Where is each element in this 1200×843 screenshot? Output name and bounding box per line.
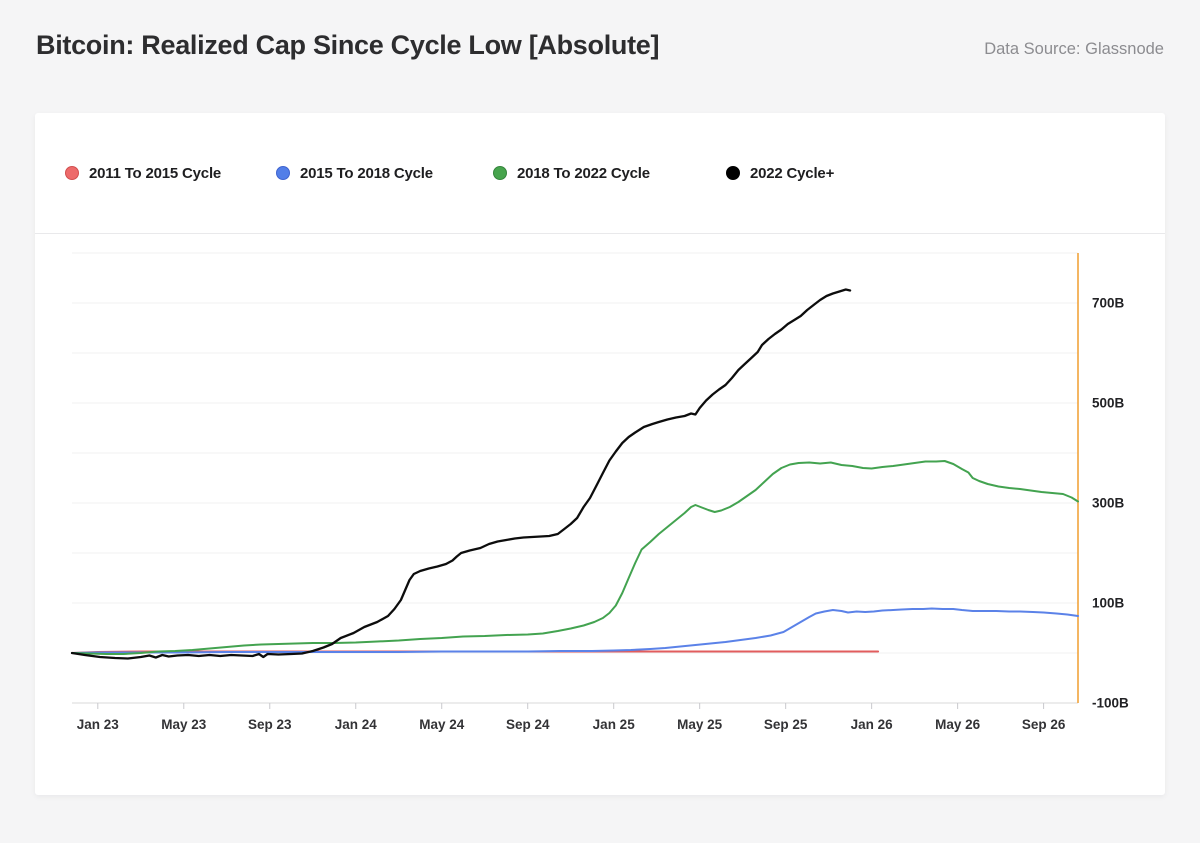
legend: 2011 To 2015 Cycle 2015 To 2018 Cycle 2018… xyxy=(35,113,1165,233)
legend-item-4[interactable]: 2022 Cycle+ xyxy=(726,113,834,233)
data-source-label: Data Source: Glassnode xyxy=(984,40,1164,58)
x-tick-label: May 23 xyxy=(161,717,207,732)
page-header: Bitcoin: Realized Cap Since Cycle Low [A… xyxy=(36,30,1164,61)
legend-item-label: 2011 To 2015 Cycle xyxy=(89,164,222,182)
chart-canvas: Jan 23 May 23 Sep 23 Jan 24 May 24 Sep 24 Jan … xyxy=(70,252,1129,732)
x-tick-label: Sep 24 xyxy=(506,717,550,732)
x-tick-label: Jan 26 xyxy=(851,717,894,732)
x-tick-label: Jan 23 xyxy=(77,717,120,732)
legend-item-label: 2022 Cycle+ xyxy=(750,164,835,182)
legend-dot-icon xyxy=(493,166,507,180)
x-tick-label: Jan 25 xyxy=(593,717,636,732)
page-title: Bitcoin: Realized Cap Since Cycle Low [A… xyxy=(36,30,660,60)
y-axis-label: 300B xyxy=(1092,496,1125,511)
legend-item-2[interactable]: 2015 To 2018 Cycle xyxy=(276,113,433,233)
x-tick-label: Sep 25 xyxy=(764,717,808,732)
y-axis-label: 500B xyxy=(1092,396,1125,411)
x-tick-label: Sep 26 xyxy=(1022,717,1066,732)
y-axis-label: 700B xyxy=(1092,296,1125,311)
chart-card: 2011 To 2015 Cycle 2015 To 2018 Cycle 2018… xyxy=(35,113,1165,795)
x-tick-label: Jan 24 xyxy=(335,717,378,732)
legend-divider xyxy=(35,233,1165,234)
x-tick-label: May 26 xyxy=(935,717,981,732)
legend-item-1[interactable]: 2011 To 2015 Cycle xyxy=(65,113,221,233)
legend-dot-icon xyxy=(276,166,290,180)
chart-area: Jan 23 May 23 Sep 23 Jan 24 May 24 Sep 24 Jan … xyxy=(35,233,1165,795)
series-line-4 xyxy=(70,288,852,660)
legend-dot-icon xyxy=(65,166,79,180)
x-tick-label: May 25 xyxy=(677,717,723,732)
legend-item-3[interactable]: 2018 To 2022 Cycle xyxy=(493,113,650,233)
y-axis-label: 100B xyxy=(1092,596,1125,611)
series-line-2 xyxy=(71,607,1079,654)
legend-item-label: 2018 To 2022 Cycle xyxy=(517,164,650,182)
legend-item-label: 2015 To 2018 Cycle xyxy=(300,164,433,182)
x-tick-label: May 24 xyxy=(419,717,465,732)
legend-dot-icon xyxy=(726,166,740,180)
x-tick-label: Sep 23 xyxy=(248,717,292,732)
y-axis-label: -100B xyxy=(1092,696,1129,711)
series-line-3 xyxy=(71,460,1079,655)
